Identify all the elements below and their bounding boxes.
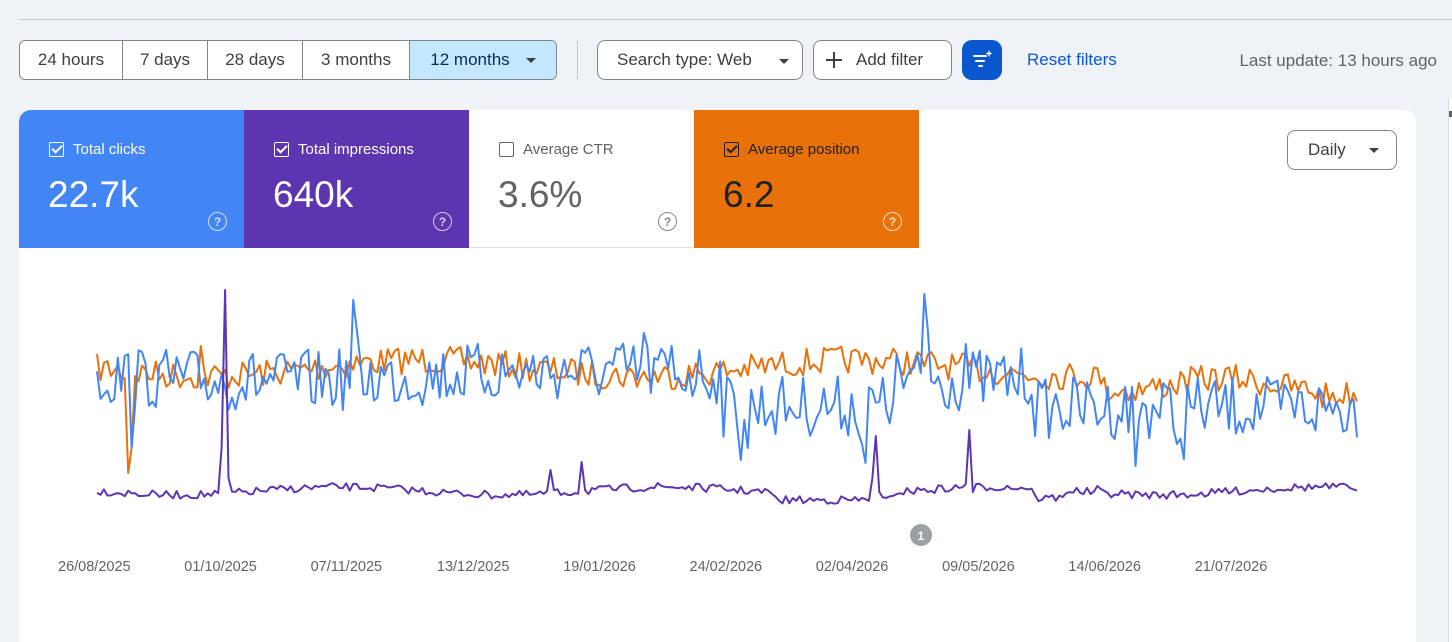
annotation-circle [910,524,932,546]
help-icon[interactable]: ? [208,212,227,231]
header-divider [19,19,1452,20]
scrollbar[interactable] [1448,98,1452,642]
help-icon[interactable]: ? [658,212,677,231]
checkbox-unchecked-icon[interactable] [499,142,514,157]
x-tick-label: 07/11/2025 [311,559,383,575]
range-28-days[interactable]: 28 days [208,41,303,79]
metric-value: 22.7k [48,174,139,215]
help-icon[interactable]: ? [883,212,902,231]
x-tick-label: 14/06/2026 [1068,559,1141,575]
last-update-text: Last update: 13 hours ago [1239,51,1437,70]
granularity-dropdown[interactable]: Daily [1287,130,1397,170]
x-tick-label: 02/04/2026 [816,559,889,575]
smart-filter-button[interactable] [962,40,1002,80]
granularity-label: Daily [1308,140,1346,159]
add-filter-label: Add filter [856,50,924,69]
range-12-months[interactable]: 12 months [410,41,556,79]
range-3-months[interactable]: 3 months [303,41,410,79]
metric-header: Total impressions [274,141,414,158]
x-tick-label: 24/02/2026 [690,559,763,575]
chevron-down-icon [525,57,536,63]
annotation-marker[interactable]: 1 [910,524,932,546]
x-tick-label: 19/01/2026 [563,559,636,575]
metric-label: Average position [748,141,860,158]
metric-tile-average-position[interactable]: Average position 6.2 ? [694,110,919,248]
scrollbar-arrow[interactable] [1449,111,1452,117]
series-line-average-position [96,345,1358,474]
series-line-total-impressions [96,289,1358,505]
metric-tile-average-ctr[interactable]: Average CTR 3.6% ? [469,110,694,248]
range-24-hours[interactable]: 24 hours [20,41,123,79]
chevron-down-icon [779,59,789,64]
x-tick-label: 26/08/2025 [58,559,131,575]
metric-header: Total clicks [49,141,146,158]
metric-tile-total-clicks[interactable]: Total clicks 22.7k ? [19,110,244,248]
toolbar-divider [577,41,578,79]
performance-card: Total clicks 22.7k ? Total impressions 6… [19,110,1416,642]
x-tick-label: 01/10/2025 [184,559,257,575]
metric-header: Average CTR [499,141,614,158]
checkbox-checked-icon[interactable] [49,142,64,157]
chevron-down-icon [1369,148,1379,153]
help-icon[interactable]: ? [433,212,452,231]
metric-label: Total clicks [73,141,146,158]
x-tick-label: 09/05/2026 [942,559,1015,575]
range-12-months-label: 12 months [430,50,510,69]
add-filter-button[interactable]: Add filter [813,40,952,80]
x-tick-label: 13/12/2025 [437,559,510,575]
toolbar: 24 hours 7 days 28 days 3 months 12 mont… [19,40,1439,80]
annotation-label: 1 [918,529,925,543]
series-line-total-clicks [96,293,1358,467]
search-type-label: Search type: Web [617,50,752,69]
reset-filters-link[interactable]: Reset filters [1027,50,1117,69]
range-7-days[interactable]: 7 days [123,41,208,79]
metric-header: Average position [724,141,859,158]
x-tick-label: 21/07/2026 [1195,559,1268,575]
metric-label: Total impressions [298,141,414,158]
metric-value: 640k [273,174,354,215]
search-type-dropdown[interactable]: Search type: Web [597,40,803,80]
checkbox-checked-icon[interactable] [274,142,289,157]
metric-label: Average CTR [523,141,614,158]
metric-value: 3.6% [498,174,583,215]
plus-icon [826,52,842,68]
sparkle-filter-icon [973,50,993,67]
metric-value: 6.2 [723,174,775,215]
date-range-selector: 24 hours 7 days 28 days 3 months 12 mont… [19,40,557,80]
metric-tile-total-impressions[interactable]: Total impressions 640k ? [244,110,469,248]
performance-chart: 1 26/08/2025 01/10/2025 07/11/2025 13/12/20… [58,289,1358,575]
checkbox-checked-icon[interactable] [724,142,739,157]
